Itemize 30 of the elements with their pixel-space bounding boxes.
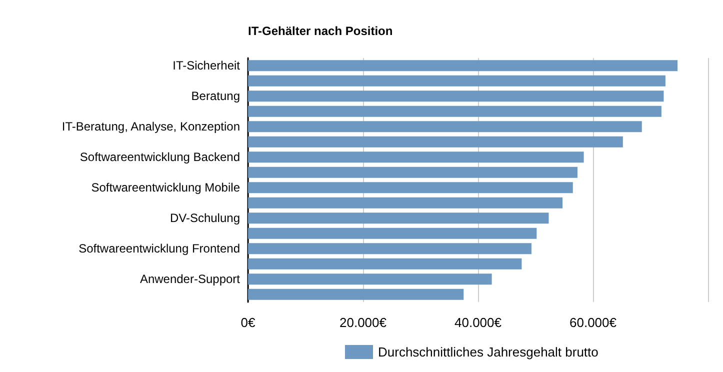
bar (248, 288, 464, 300)
bar (248, 197, 563, 208)
legend-label: Durchschnittliches Jahresgehalt brutto (378, 344, 598, 360)
y-tick-label: Softwareentwicklung Backend (80, 150, 240, 164)
y-tick-label: DV-Schulung (170, 211, 240, 226)
bar (248, 243, 532, 254)
y-tick-label: IT-Beratung, Analyse, Konzeption (62, 120, 240, 134)
x-tick-label: 20.000€ (340, 315, 388, 330)
bar (248, 182, 573, 194)
bar (248, 274, 492, 285)
bar (248, 166, 578, 178)
y-tick-label: IT-Sicherheit (172, 58, 241, 73)
bar (248, 75, 666, 86)
y-tick-label: Beratung (191, 89, 240, 104)
bar (248, 228, 537, 239)
y-tick-label: Anwender-Support (140, 272, 241, 286)
x-tick-label: 0€ (240, 315, 256, 330)
bar (248, 60, 678, 72)
y-tick-label: Softwareentwicklung Mobile (91, 180, 240, 195)
chart-title: IT-Gehälter nach Position (248, 24, 393, 38)
bar (248, 136, 623, 148)
y-tick-label: Softwareentwicklung Frontend (78, 242, 240, 256)
bar (248, 90, 664, 102)
bar (248, 106, 662, 117)
bar (248, 121, 642, 132)
bar (248, 152, 584, 163)
x-tick-label: 40.000€ (454, 315, 502, 330)
bar (248, 212, 549, 224)
x-tick-label: 60.000€ (570, 315, 618, 330)
bar (248, 258, 522, 270)
